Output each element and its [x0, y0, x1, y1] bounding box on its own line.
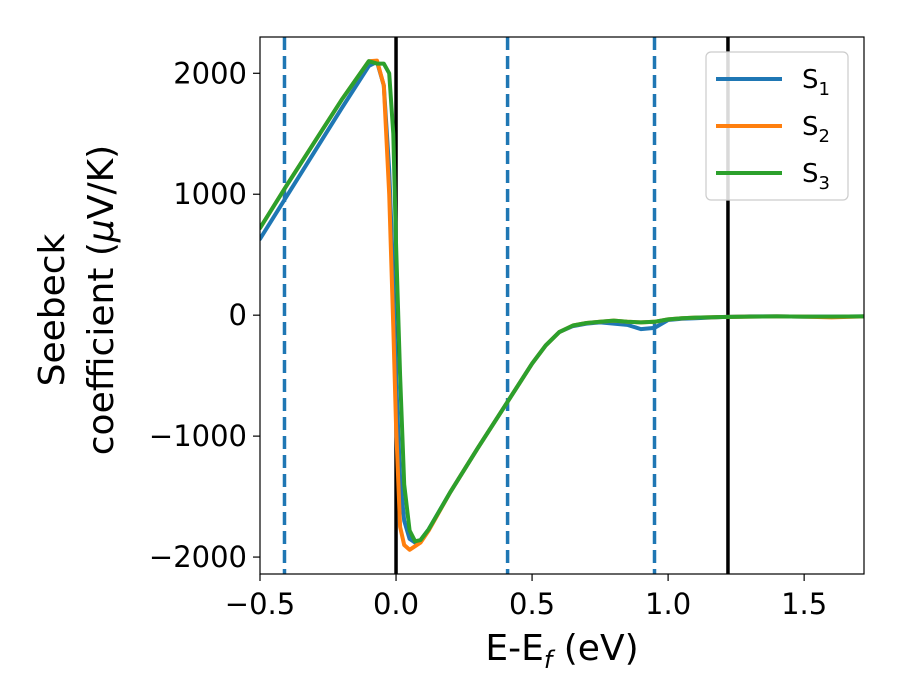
y-axis-label-line1: Seebeck: [32, 233, 73, 386]
y-tick-label: 0: [229, 298, 247, 332]
series-layer: [260, 58, 864, 552]
legend-entries: S1 S2 S3: [716, 65, 830, 194]
x-tick-label: −0.5: [225, 587, 295, 621]
legend: S1 S2 S3: [705, 51, 849, 201]
x-tick-label: 1.0: [645, 587, 691, 621]
x-tick-label: 0.5: [509, 587, 555, 621]
plot-frame: [259, 36, 865, 575]
y-axis-label-line2: coefficient (μV/K): [81, 145, 122, 455]
series-line-s3: [260, 59, 864, 544]
x-tick-label: 0.0: [373, 587, 419, 621]
y-tick-label: 1000: [173, 177, 247, 211]
x-tick-label: 1.5: [781, 587, 827, 621]
y-tick-label: 2000: [173, 56, 247, 90]
legend-label-s2: S2: [802, 112, 830, 147]
legend-label-s1: S1: [802, 65, 830, 100]
y-axis: −2000 −1000 0 1000 2000: [149, 56, 260, 574]
x-axis-label: E-Ef (eV): [485, 628, 638, 674]
legend-label-s3: S3: [802, 159, 830, 194]
x-axis: −0.5 0.0 0.5 1.0 1.5: [225, 574, 827, 621]
y-tick-label: −2000: [149, 540, 247, 574]
y-tick-label: −1000: [149, 419, 247, 453]
